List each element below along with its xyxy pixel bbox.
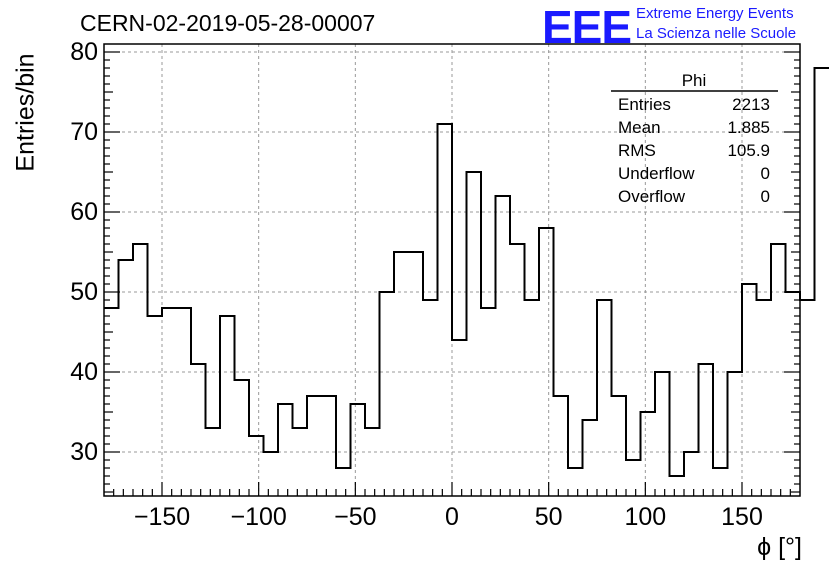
histogram-bin [423,300,438,496]
histogram-bin [699,364,714,496]
histogram-bin [771,244,786,496]
histogram-bin [380,292,395,496]
histogram-bin [800,300,815,496]
y-tick-labels: 30 40 50 60 70 80 [70,38,98,466]
histogram-bin [786,292,801,496]
histogram-bin [119,260,134,496]
histogram-bin [597,300,612,496]
stats-row-label: Mean [618,118,661,137]
stats-row-value: 0 [761,164,770,183]
histogram-bin [612,396,627,496]
stats-row-label: Entries [618,95,671,114]
stats-row-label: RMS [618,141,656,160]
histogram-bin [626,460,641,496]
histogram-bin [351,404,366,496]
histogram-bin [815,68,830,496]
histogram-bin [220,316,235,496]
histogram-bin [177,308,192,496]
y-tick-label: 80 [70,38,98,66]
logo-line-2: La Scienza nelle Scuole [636,25,797,42]
stats-row-label: Underflow [618,164,695,183]
y-tick-label: 50 [70,278,98,306]
histogram-bin [278,404,293,496]
histogram-bin [206,428,221,496]
histogram-bin [641,412,656,496]
chart-title: CERN-02-2019-05-28-00007 [80,10,376,36]
stats-row-label: Overflow [618,187,686,206]
histogram-bin [394,252,409,496]
y-tick-label: 70 [70,118,98,146]
histogram-bin [496,196,511,496]
x-tick-label: 0 [445,503,459,531]
x-tick-label: 50 [535,503,563,531]
histogram-bin [467,172,482,496]
logo-line-1: Extreme Energy Events [636,5,794,22]
x-tick-labels: −150 −100 −50 0 50 100 150 [134,503,763,531]
histogram-bin [481,308,496,496]
histogram-bin [148,316,163,496]
histogram-bin [264,452,279,496]
y-tick-label: 30 [70,438,98,466]
histogram-bin [539,228,554,496]
histogram-bin [133,244,148,496]
x-tick-label: −150 [134,503,190,531]
axis-ticks [104,51,800,496]
histogram-bin [438,124,453,496]
y-axis-label: Entries/bin [11,53,40,172]
histogram-bin [554,396,569,496]
histogram-bin [162,308,177,496]
stats-row-value: 105.9 [727,141,770,160]
histogram-bin [655,372,670,496]
histogram-bin [757,300,772,496]
x-tick-label: −100 [231,503,287,531]
stats-row-value: 0 [761,187,770,206]
histogram-bin [322,396,337,496]
x-tick-label: 150 [721,503,763,531]
histogram [104,67,830,496]
x-tick-label: 100 [624,503,666,531]
y-tick-label: 40 [70,358,98,386]
stats-row-value: 2213 [732,95,770,114]
stats-box: Phi Entries 2213 Mean 1.885 RMS 105.9 Underflo… [611,71,778,206]
stats-row-value: 1.885 [727,118,770,137]
histogram-bin [249,436,264,496]
histogram-bin [742,284,757,496]
x-tick-label: −50 [334,503,376,531]
histogram-bin [365,428,380,496]
histogram-bin [307,396,322,496]
histogram-bin [713,468,728,496]
histogram-bin [670,476,685,496]
stats-title: Phi [682,71,707,90]
histogram-bin [235,380,250,496]
histogram-bin [568,468,583,496]
histogram-bin [728,372,743,496]
x-axis-label: ϕ [°] [757,533,802,561]
histogram-bin [452,340,467,496]
histogram-outline [104,67,829,477]
histogram-bin [525,300,540,496]
histogram-bin [336,468,351,496]
histogram-bin [409,252,424,496]
histogram-bin [191,364,206,496]
y-tick-label: 60 [70,198,98,226]
histogram-bin [684,452,699,496]
histogram-bin [293,428,308,496]
histogram-bin [583,420,598,496]
histogram-bin [510,244,525,496]
